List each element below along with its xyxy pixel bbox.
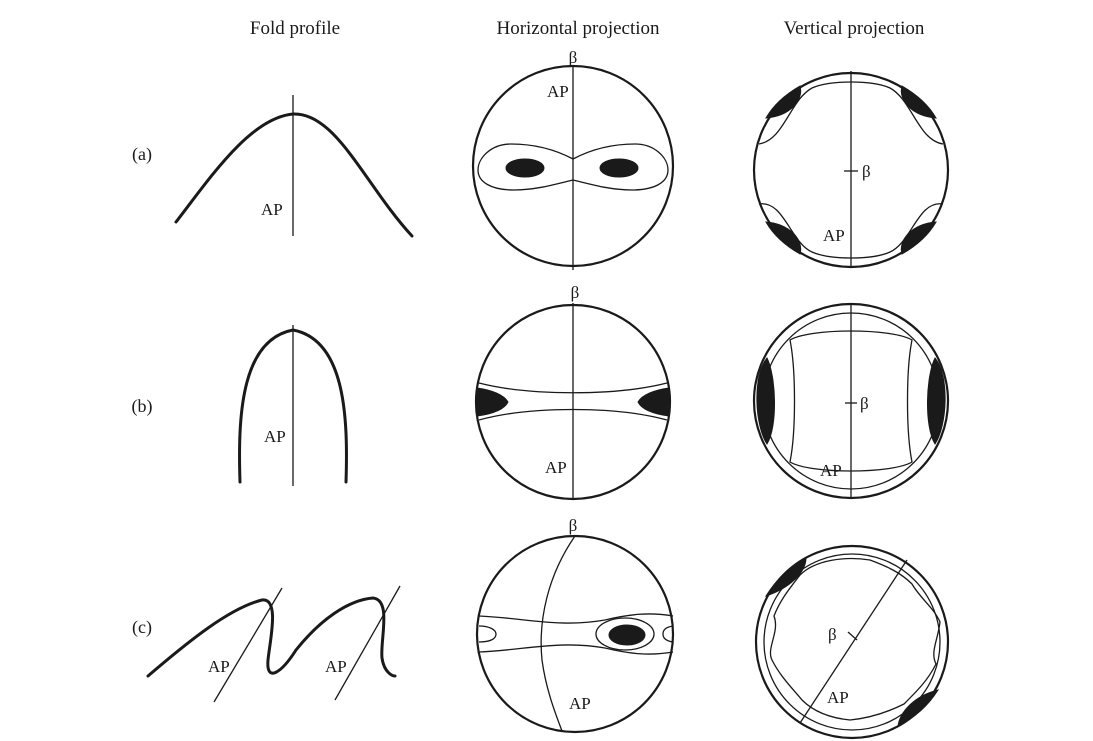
- fold-profile-c-axial-plane-2: [334, 585, 401, 701]
- vertical-projection-b-beta-label: β: [860, 394, 869, 413]
- horizontal-projection-a-contour: [477, 143, 669, 191]
- horizontal-projection-c-contour-right: [662, 625, 674, 643]
- vertical-projection-c-max-top-left: [764, 557, 807, 597]
- horizontal-projection-b: β AP: [474, 283, 672, 501]
- fold-profile-c-axial-plane-1: [213, 587, 283, 703]
- vertical-projection-c-max-bottom-right: [897, 689, 940, 727]
- vertical-projection-c: β AP: [754, 544, 950, 740]
- horizontal-projection-a-max-right: [599, 158, 639, 178]
- horizontal-projection-c-beta-label: β: [569, 516, 578, 535]
- horizontal-projection-b-ap-label: AP: [545, 458, 567, 477]
- horizontal-projection-c-ap-label: AP: [569, 694, 591, 713]
- horizontal-projection-a-max-left: [505, 158, 545, 178]
- horizontal-projection-b-contour-bottom: [478, 408, 668, 421]
- vertical-projection-a-max-bottom-right: [900, 221, 937, 255]
- row-label-b: (b): [132, 396, 153, 417]
- vertical-projection-c-circle: [754, 544, 950, 740]
- vertical-projection-b-contour-inner: [789, 330, 913, 472]
- vertical-projection-c-contour-inner: [769, 557, 941, 721]
- vertical-projection-a-ap-label: AP: [823, 226, 845, 245]
- horizontal-projection-b-beta-label: β: [571, 283, 580, 302]
- vertical-projection-a-max-top-right: [900, 85, 937, 119]
- fold-profile-c-ap-label-1: AP: [208, 657, 230, 676]
- vertical-projection-a-contour-bottom: [758, 203, 944, 259]
- vertical-projection-a: β AP: [752, 71, 950, 269]
- fold-profile-a: AP: [174, 95, 414, 238]
- horizontal-projection-b-contour-top: [478, 382, 668, 394]
- vertical-projection-a-beta-label: β: [862, 162, 871, 181]
- vertical-projection-b-max-left: [756, 357, 775, 445]
- horizontal-projection-a-beta-label: β: [569, 48, 578, 67]
- fold-profile-b-ap-label: AP: [264, 427, 286, 446]
- header-vertical-projection: Vertical projection: [784, 18, 925, 39]
- row-label-c: (c): [132, 617, 152, 638]
- fold-profile-a-ap-label: AP: [261, 200, 283, 219]
- fold-profile-c-ap-label-2: AP: [325, 657, 347, 676]
- horizontal-projection-c-contour-left: [478, 625, 497, 643]
- vertical-projection-c-contour-ring: [763, 553, 941, 731]
- horizontal-projection-a: β AP: [471, 48, 675, 270]
- horizontal-projection-b-max-left: [475, 387, 509, 417]
- fold-profile-b: AP: [238, 325, 348, 486]
- fold-profile-c: AP AP: [146, 585, 401, 703]
- vertical-projection-a-max-bottom-left: [765, 221, 802, 255]
- header-horizontal-projection: Horizontal projection: [496, 18, 660, 39]
- vertical-projection-b-ap-label: AP: [820, 461, 842, 480]
- horizontal-projection-c-contour-bottom: [478, 644, 674, 655]
- vertical-projection-c-ap-label: AP: [827, 688, 849, 707]
- header-fold-profile: Fold profile: [250, 18, 340, 39]
- fold-profile-a-curve: [174, 112, 414, 238]
- horizontal-projection-c: β AP: [475, 516, 675, 734]
- vertical-projection-c-axial-plane: [799, 559, 908, 724]
- vertical-projection-c-beta-tick: [847, 631, 858, 641]
- horizontal-projection-b-max-right: [637, 387, 671, 417]
- horizontal-projection-c-great-circle: [540, 535, 576, 732]
- horizontal-projection-c-contour-inner: [595, 617, 655, 651]
- vertical-projection-b: β AP: [752, 302, 950, 500]
- horizontal-projection-a-ap-label: AP: [547, 82, 569, 101]
- vertical-projection-b-max-right: [927, 357, 946, 445]
- fold-profile-c-curve: [146, 596, 397, 678]
- row-label-a: (a): [132, 144, 152, 165]
- vertical-projection-a-contour-top: [758, 81, 944, 145]
- horizontal-projection-c-contour-top: [478, 613, 674, 624]
- vertical-projection-a-max-top-left: [765, 85, 802, 119]
- horizontal-projection-c-max: [608, 624, 646, 646]
- vertical-projection-c-beta-label: β: [828, 625, 837, 644]
